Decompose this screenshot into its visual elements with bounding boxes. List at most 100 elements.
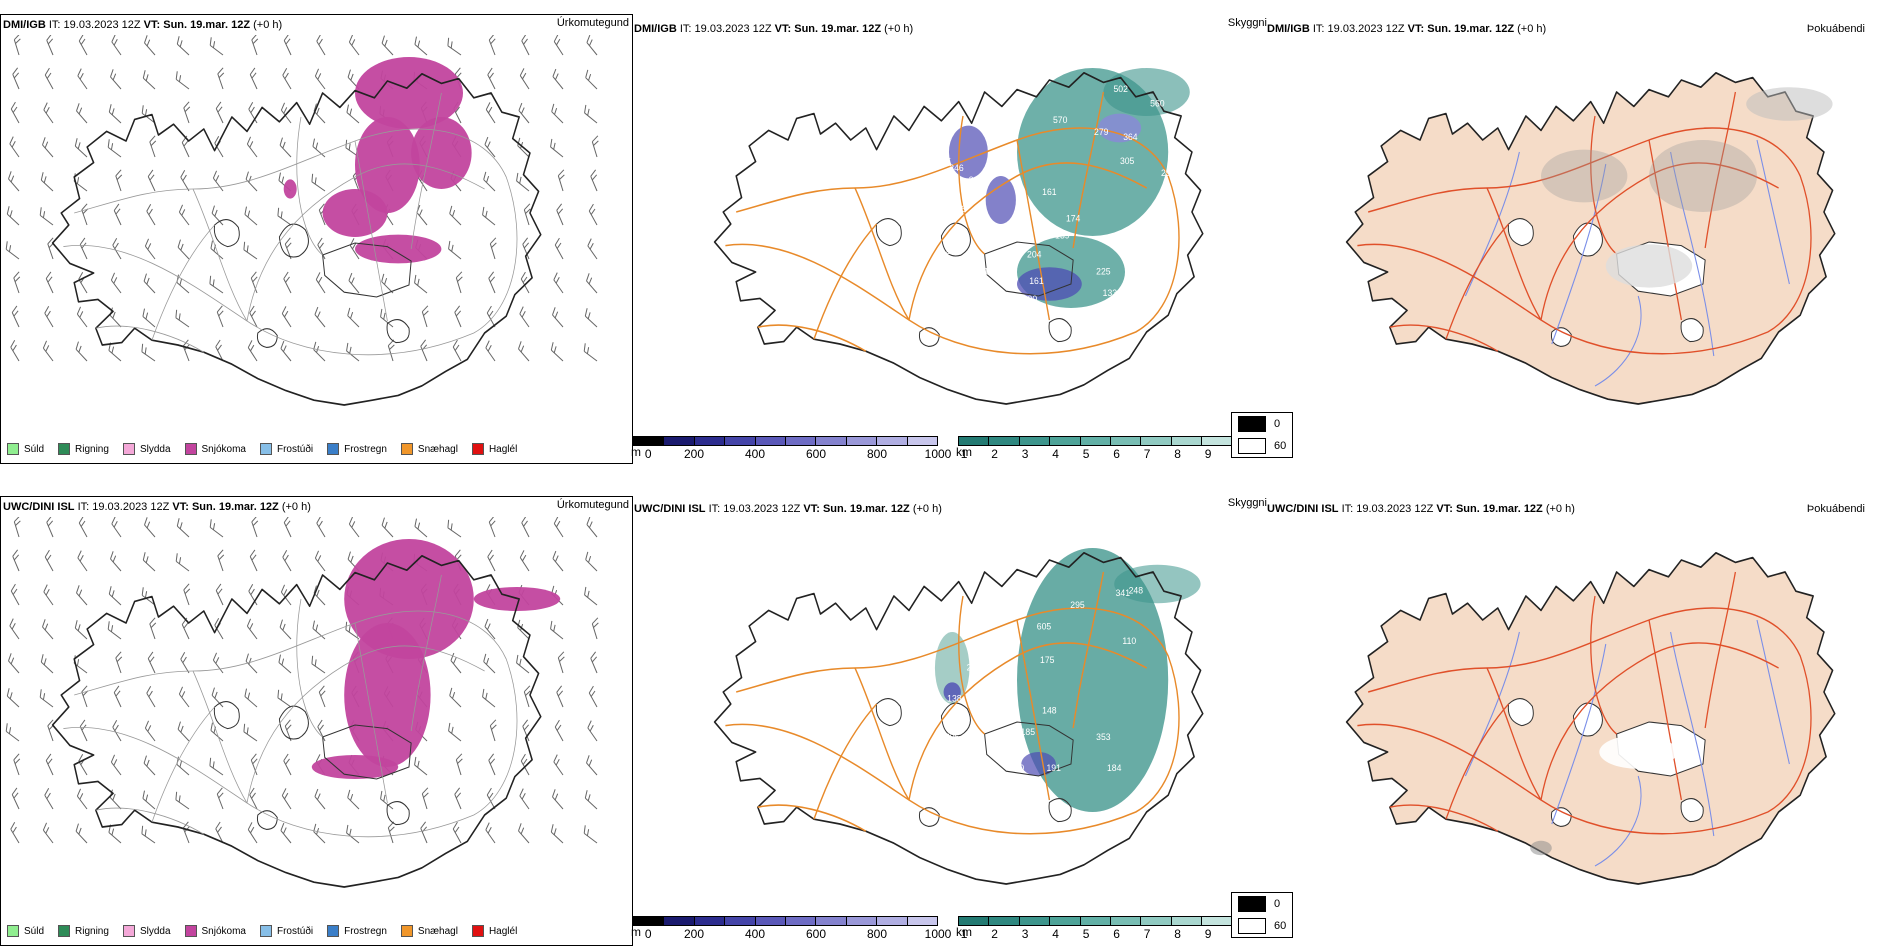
barb-flag <box>282 141 286 149</box>
barb-shaft <box>421 311 428 328</box>
wind-barb <box>75 341 88 362</box>
barb-shaft <box>283 522 292 538</box>
barb-flag <box>451 244 454 252</box>
colorbar-unit: km <box>956 925 972 939</box>
legend-swatch <box>259 443 272 455</box>
barb-shaft <box>211 694 224 708</box>
road-line <box>192 188 248 322</box>
barb-shaft <box>210 730 224 742</box>
wind-barb <box>521 517 530 538</box>
barb-shaft <box>586 280 598 294</box>
barb-flag <box>585 69 589 78</box>
barb-shaft <box>142 798 156 810</box>
barb-flag <box>485 584 491 592</box>
wind-barb <box>553 35 564 56</box>
barb-flag <box>414 518 417 527</box>
colorbar-cell <box>816 917 847 925</box>
precip-panel-top: DMI/IGB IT: 19.03.2023 12Z VT: Sun. 19.m… <box>0 14 633 464</box>
barb-flag <box>247 692 251 700</box>
barb-flag <box>77 624 81 631</box>
barb-shaft <box>12 556 20 572</box>
wind-barb <box>584 790 598 810</box>
barb-flag <box>249 623 254 630</box>
barb-flag <box>593 622 599 628</box>
road-line <box>151 706 215 823</box>
wind-barb <box>42 619 54 640</box>
barb-flag <box>209 275 212 284</box>
wind-barb <box>313 103 326 124</box>
barb-shaft <box>74 627 88 640</box>
barb-shaft <box>13 759 20 776</box>
barb-shaft <box>112 727 122 742</box>
barb-flag <box>447 519 450 528</box>
barb-shaft <box>318 209 326 226</box>
barb-shaft <box>586 762 598 776</box>
barb-flag <box>108 586 112 595</box>
barb-flag <box>314 788 319 797</box>
barb-flag <box>146 277 150 285</box>
barb-shaft <box>554 726 564 742</box>
barb-flag <box>454 344 460 351</box>
barb-flag <box>81 203 88 211</box>
legend-item: Haglél <box>471 925 517 937</box>
barb-flag <box>110 272 116 281</box>
barb-flag <box>522 72 527 80</box>
barb-flag <box>212 761 215 769</box>
glacier-outline <box>875 698 902 727</box>
barb-shaft <box>10 590 20 606</box>
barb-flag <box>147 243 152 250</box>
barb-flag <box>11 305 18 313</box>
road-line <box>813 703 878 820</box>
barb-flag <box>145 556 149 563</box>
barb-flag <box>214 136 220 144</box>
barb-flag <box>8 245 12 252</box>
barb-flag <box>590 208 596 215</box>
wind-barb <box>448 240 462 260</box>
wind-barb <box>107 139 122 158</box>
barb-shaft <box>449 213 462 226</box>
wind-barb <box>175 791 190 810</box>
visibility-value-label: 220 <box>1092 306 1106 317</box>
barb-flag <box>141 825 144 834</box>
barb-flag <box>246 245 249 253</box>
wind-barb <box>10 822 20 844</box>
barb-flag <box>44 623 49 631</box>
fog-area <box>1746 87 1833 121</box>
wind-barb <box>552 307 564 328</box>
wind-barb <box>345 621 360 640</box>
wind-barb <box>109 307 122 328</box>
wind-barb <box>519 306 530 328</box>
barb-shaft <box>217 73 224 90</box>
barb-flag <box>482 688 485 698</box>
glacier-outline <box>940 222 971 257</box>
barb-flag <box>588 521 593 528</box>
colorbar-tick-label: 800 <box>866 927 888 941</box>
colorbar-kilometers: 12345678910km <box>956 436 1263 461</box>
barb-flag <box>176 274 179 283</box>
barb-shaft <box>44 795 54 810</box>
barb-shaft <box>244 696 258 708</box>
wind-barb <box>522 237 530 260</box>
legend-swatch <box>400 443 413 455</box>
panel-title: Þokuábendi <box>1806 503 1865 515</box>
barb-flag <box>556 724 562 731</box>
barb-shaft <box>243 249 258 260</box>
legend-item: Snæhagl <box>400 925 458 937</box>
colorbar-cell <box>755 437 787 445</box>
wind-barb <box>247 340 258 362</box>
barb-flag <box>518 341 522 350</box>
barb-shaft <box>44 556 54 572</box>
glacier-outline <box>278 223 309 258</box>
barb-shaft <box>249 312 258 328</box>
wind-barb <box>210 722 224 742</box>
barb-shaft <box>9 143 20 158</box>
barb-shaft <box>44 313 54 328</box>
snow-area <box>283 179 297 199</box>
barb-flag <box>313 585 317 594</box>
barb-flag <box>46 554 52 561</box>
wind-barb <box>212 652 224 674</box>
barb-shaft <box>111 523 122 538</box>
barb-flag <box>280 584 286 593</box>
legend-swatch <box>327 925 340 937</box>
